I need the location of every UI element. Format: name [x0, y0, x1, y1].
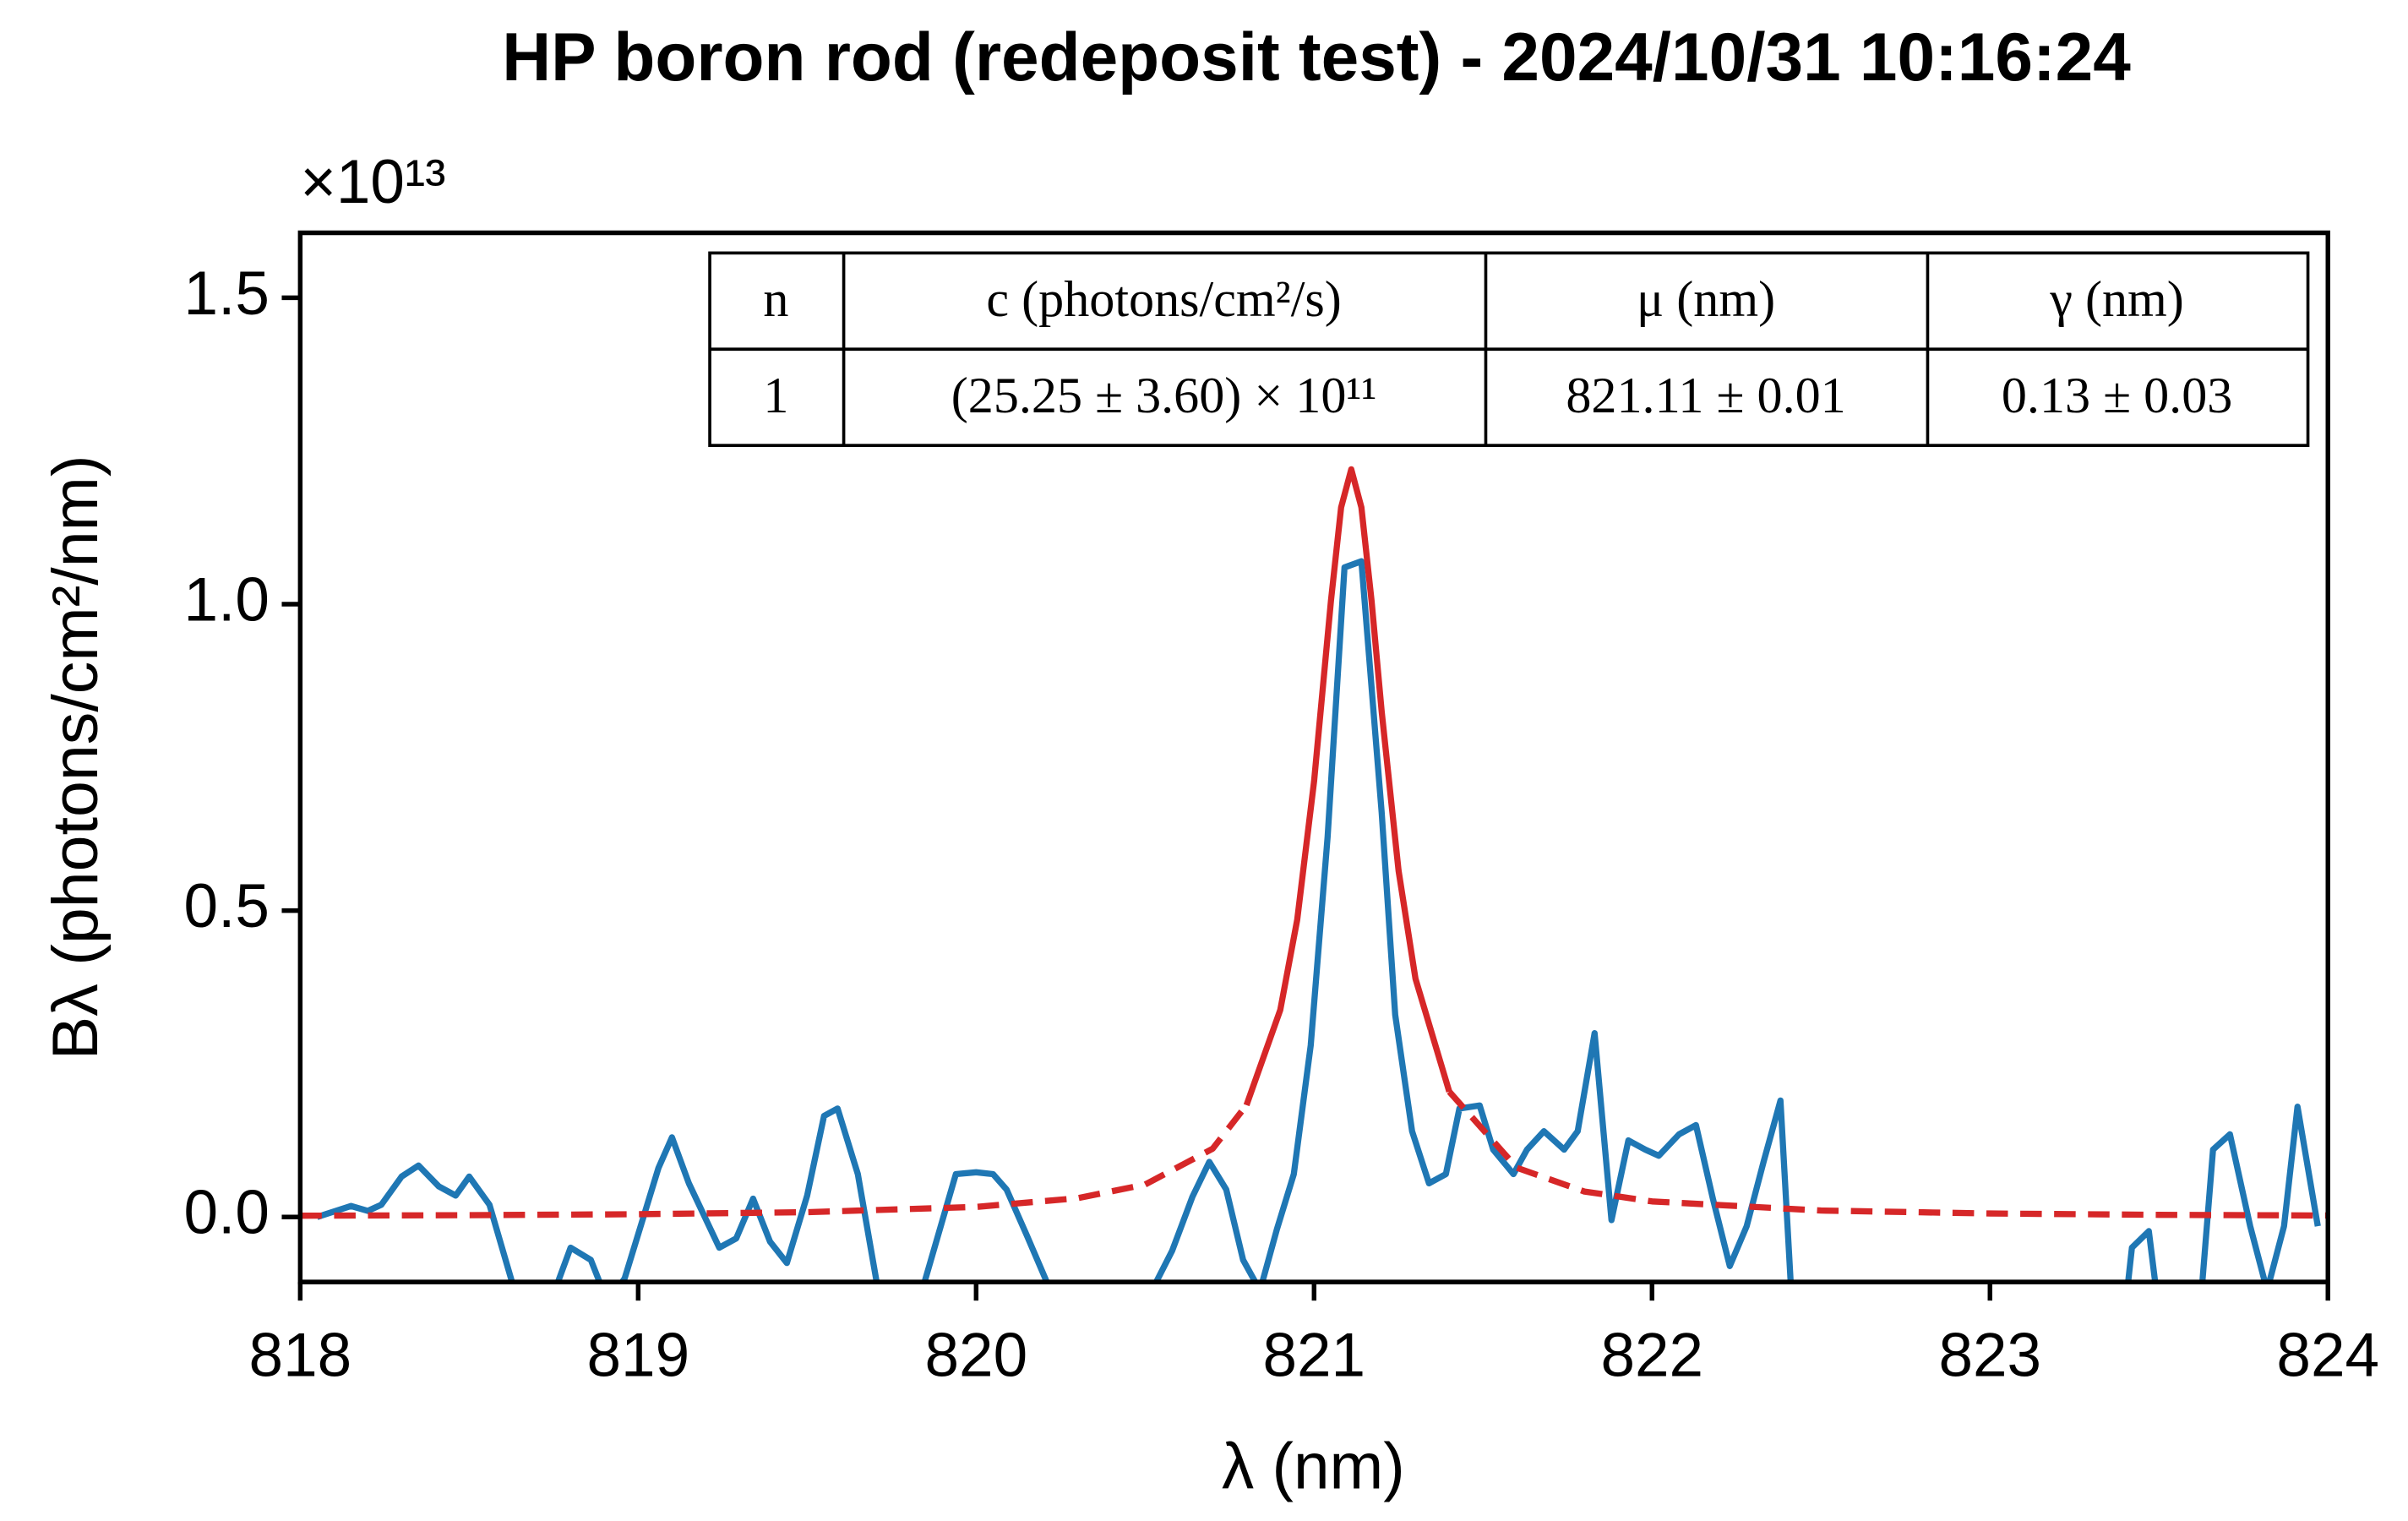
x-axis-label: λ (nm) [1222, 1430, 1405, 1502]
table-header: γ (nm) [2049, 271, 2183, 328]
x-tick-label: 821 [1262, 1320, 1365, 1389]
fit-table: n c (photons/cm²/s) μ (nm) γ (nm) 1 (25.25 ± … [708, 251, 2310, 447]
x-tick-label: 822 [1600, 1320, 1703, 1389]
y-tick-label: 1.5 [184, 259, 270, 328]
y-tick-label: 0.5 [184, 871, 270, 940]
x-tick-label: 818 [249, 1320, 352, 1389]
chart-title: HP boron rod (redeposit test) - 2024/10/… [502, 19, 2131, 95]
data-line [1243, 466, 1452, 1107]
table-cell: (25.25 ± 3.60) × 10¹¹ [951, 368, 1377, 424]
table-header: n [763, 271, 788, 328]
y-axis-label: Bλ (photons/cm²/nm) [39, 455, 112, 1060]
table-cell: 1 [763, 368, 788, 424]
table-header: μ (nm) [1637, 271, 1775, 328]
data-line [316, 558, 2321, 1283]
x-tick-label: 820 [925, 1320, 1028, 1389]
table-cell: 821.11 ± 0.01 [1566, 368, 1845, 424]
data-line [300, 1089, 2329, 1219]
y-tick-label: 0.0 [184, 1177, 270, 1246]
y-tick-label: 1.0 [184, 564, 270, 634]
x-tick-label: 824 [2276, 1320, 2379, 1389]
y-multiplier: ×10¹³ [300, 147, 445, 216]
plot-area [300, 466, 2329, 1283]
x-tick-label: 823 [1938, 1320, 2041, 1389]
x-tick-label: 819 [587, 1320, 690, 1389]
table-header: c (photons/cm²/s) [986, 271, 1341, 328]
table-cell: 0.13 ± 0.03 [2002, 368, 2232, 424]
